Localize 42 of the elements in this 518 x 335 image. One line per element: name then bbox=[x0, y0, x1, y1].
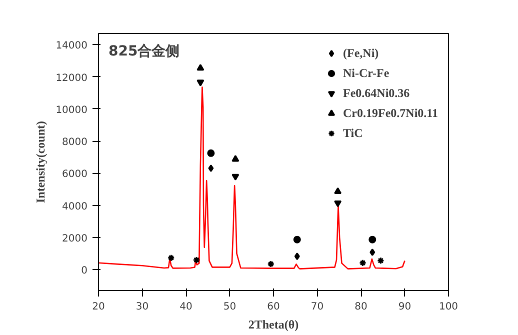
x-tick-label: 50 bbox=[223, 302, 236, 312]
point bbox=[293, 236, 301, 244]
point bbox=[267, 260, 275, 268]
point bbox=[196, 64, 204, 71]
legend-label: (Fe,Ni) bbox=[343, 45, 379, 61]
y-tick-label: 6000 bbox=[62, 169, 88, 180]
point bbox=[370, 248, 376, 256]
point bbox=[368, 236, 376, 244]
y-tick-label: 0 bbox=[81, 266, 88, 277]
y-tick-label: 14000 bbox=[56, 40, 88, 52]
x-tick-label: 20 bbox=[92, 302, 105, 312]
x-tick-label: 90 bbox=[398, 302, 412, 312]
x-tick-label: 30 bbox=[136, 302, 149, 312]
y-tick-label: 12000 bbox=[56, 72, 88, 84]
y-tick-label: 8000 bbox=[62, 137, 88, 148]
x-tick-label: 100 bbox=[438, 302, 458, 312]
y-tick-label: 2000 bbox=[62, 233, 88, 244]
x-tick-label: 40 bbox=[180, 302, 192, 312]
y-tick-label: 10000 bbox=[56, 104, 88, 116]
point bbox=[232, 174, 240, 181]
legend-label: Cr0.19Fe0.7Ni0.11 bbox=[343, 105, 438, 121]
y-tick-label: 4000 bbox=[62, 201, 88, 212]
x-tick-label: 80 bbox=[354, 302, 368, 312]
point bbox=[167, 254, 175, 262]
legend-label: TiC bbox=[343, 125, 363, 141]
annotation: 825合金侧 bbox=[108, 44, 180, 60]
point bbox=[196, 80, 204, 86]
x-axis-title: 2Theta(θ) bbox=[248, 318, 299, 332]
point bbox=[207, 149, 215, 157]
legend-label: Ni-Cr-Fe bbox=[343, 65, 390, 81]
point bbox=[359, 259, 366, 267]
point bbox=[376, 256, 384, 264]
point bbox=[334, 187, 342, 194]
legend-label: Fe0.64Ni0.36 bbox=[343, 85, 410, 101]
point bbox=[208, 164, 214, 172]
x-tick-label: 60 bbox=[267, 302, 280, 312]
point bbox=[232, 155, 240, 162]
point bbox=[334, 200, 342, 208]
point bbox=[192, 256, 200, 264]
y-axis-title: Intensity(count) bbox=[34, 120, 48, 203]
x-tick-label: 70 bbox=[310, 302, 324, 312]
point bbox=[294, 252, 300, 260]
